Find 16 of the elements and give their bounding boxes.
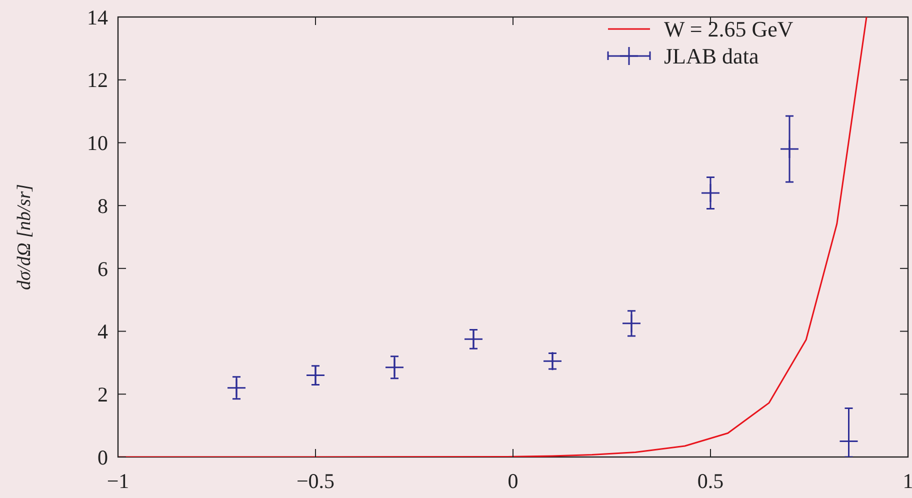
y-tick-label: 6 (98, 256, 108, 281)
x-tick-label: 0 (508, 469, 518, 493)
y-tick-label: 2 (98, 382, 108, 406)
y-tick-label: 0 (98, 445, 108, 470)
y-axis-title: dσ/dΩ [nb/sr] (14, 184, 35, 290)
x-tick-label: −0.5 (296, 469, 335, 493)
x-tick-label: −1 (106, 469, 130, 493)
y-tick-label: 12 (87, 68, 108, 92)
y-tick-label: 4 (98, 320, 108, 344)
x-tick-label: 0.5 (697, 469, 724, 493)
y-tick-label: 10 (87, 131, 108, 156)
y-tick-label: 8 (98, 194, 108, 218)
x-tick-label: 1 (902, 469, 912, 493)
y-tick-label: 14 (87, 5, 108, 30)
legend-label: JLAB data (664, 44, 759, 69)
legend-label: W = 2.65 GeV (664, 16, 794, 42)
